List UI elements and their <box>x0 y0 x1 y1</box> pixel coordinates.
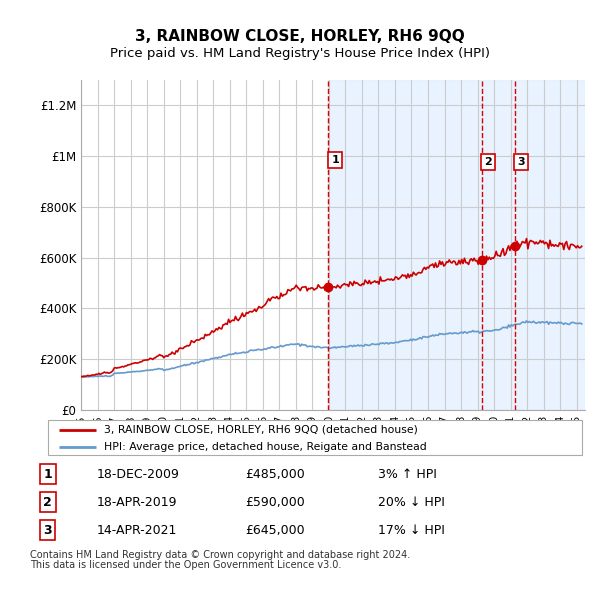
Text: 18-APR-2019: 18-APR-2019 <box>96 496 177 509</box>
Text: 20% ↓ HPI: 20% ↓ HPI <box>378 496 445 509</box>
Text: £645,000: £645,000 <box>245 523 305 536</box>
Text: 3, RAINBOW CLOSE, HORLEY, RH6 9QQ: 3, RAINBOW CLOSE, HORLEY, RH6 9QQ <box>135 29 465 44</box>
Text: HPI: Average price, detached house, Reigate and Banstead: HPI: Average price, detached house, Reig… <box>104 442 427 451</box>
Text: 18-DEC-2009: 18-DEC-2009 <box>96 468 179 481</box>
Text: 3: 3 <box>43 523 52 536</box>
FancyBboxPatch shape <box>48 420 582 455</box>
Text: 14-APR-2021: 14-APR-2021 <box>96 523 176 536</box>
Text: Price paid vs. HM Land Registry's House Price Index (HPI): Price paid vs. HM Land Registry's House … <box>110 47 490 60</box>
Text: 1: 1 <box>332 155 340 165</box>
Text: £590,000: £590,000 <box>245 496 305 509</box>
Text: 1: 1 <box>43 468 52 481</box>
Text: 3% ↑ HPI: 3% ↑ HPI <box>378 468 437 481</box>
Text: 2: 2 <box>484 158 492 167</box>
Text: 3: 3 <box>518 158 525 167</box>
Text: This data is licensed under the Open Government Licence v3.0.: This data is licensed under the Open Gov… <box>30 560 341 571</box>
Text: 2: 2 <box>43 496 52 509</box>
Bar <box>328 80 585 410</box>
Text: 17% ↓ HPI: 17% ↓ HPI <box>378 523 445 536</box>
Text: £485,000: £485,000 <box>245 468 305 481</box>
Text: Contains HM Land Registry data © Crown copyright and database right 2024.: Contains HM Land Registry data © Crown c… <box>30 550 410 560</box>
Text: 3, RAINBOW CLOSE, HORLEY, RH6 9QQ (detached house): 3, RAINBOW CLOSE, HORLEY, RH6 9QQ (detac… <box>104 425 418 435</box>
